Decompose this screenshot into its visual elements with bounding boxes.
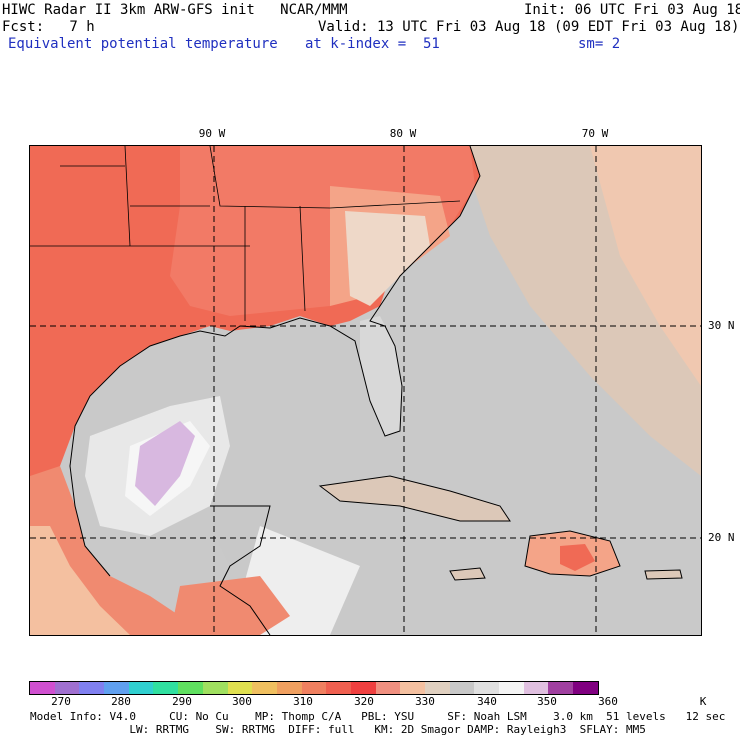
colorbar-swatch-20 <box>523 682 549 694</box>
colorbar-swatch-7 <box>202 682 228 694</box>
us-gulf-coastline <box>69 146 481 577</box>
colorbar-swatch-13 <box>350 682 376 694</box>
model-info-line1: Model Info: V4.0 CU: No Cu MP: Thomp C/A… <box>30 710 726 723</box>
cbar-tick-340: 340 <box>477 695 497 708</box>
colorbar-swatch-0 <box>30 682 55 694</box>
lat-label-20n: 20 N <box>708 531 735 544</box>
hispaniola-warm <box>560 544 595 571</box>
cbar-unit: K <box>699 695 707 708</box>
cbar-tick-280: 280 <box>111 695 131 708</box>
colorbar-swatch-1 <box>54 682 80 694</box>
colorbar-swatch-9 <box>252 682 277 694</box>
cbar-tick-320: 320 <box>354 695 374 708</box>
plot-title: HIWC Radar II 3km ARW-GFS init NCAR/MMM <box>2 2 348 18</box>
colorbar-swatch-14 <box>375 682 401 694</box>
cbar-tick-310: 310 <box>293 695 313 708</box>
colorbar-swatch-21 <box>548 682 574 694</box>
colorbar-swatch-12 <box>326 682 351 694</box>
yucatan-coastline <box>210 505 271 635</box>
colorbar-swatch-2 <box>79 682 105 694</box>
cbar-tick-290: 290 <box>172 695 192 708</box>
colorbar-swatch-8 <box>227 682 253 694</box>
forecast-hour: Fcst: 7 h <box>2 19 95 35</box>
puerto-rico <box>644 569 683 580</box>
model-info-line2: LW: RRTMG SW: RRTMG DIFF: full KM: 2D Sm… <box>30 723 646 736</box>
k-index-label: at k-index = 51 <box>305 36 440 52</box>
jamaica <box>449 567 486 581</box>
florida <box>360 316 402 436</box>
theta-e-map <box>29 145 702 636</box>
colorbar-tick-labels: 270 280 290 300 310 320 330 340 350 360 … <box>0 695 740 708</box>
colorbar-swatch-4 <box>128 682 154 694</box>
init-time: Init: 06 UTC Fri 03 Aug 18 <box>524 2 740 18</box>
smoothing-label: sm= 2 <box>578 36 621 52</box>
lat-label-30n: 30 N <box>708 319 735 332</box>
colorbar-swatch-11 <box>301 682 327 694</box>
state-borders <box>30 146 461 321</box>
colorbar-swatch-10 <box>276 682 302 694</box>
cbar-tick-360: 360 <box>598 695 618 708</box>
lon-label-80w: 80 W <box>389 127 417 140</box>
lon-label-90w: 90 W <box>198 127 226 140</box>
field-name: Equivalent potential temperature <box>8 36 278 52</box>
colorbar-swatch-3 <box>104 682 129 694</box>
cbar-tick-300: 300 <box>232 695 252 708</box>
colorbar-swatch-22 <box>573 682 598 694</box>
valid-time: Valid: 13 UTC Fri 03 Aug 18 (09 EDT Fri … <box>318 19 740 35</box>
colorbar <box>29 681 599 695</box>
colorbar-swatch-16 <box>425 682 450 694</box>
lon-label-70w: 70 W <box>581 127 609 140</box>
gulf-lavender <box>135 421 195 506</box>
mexico-cool <box>30 526 130 635</box>
cbar-tick-270: 270 <box>51 695 71 708</box>
colorbar-swatch-18 <box>474 682 500 694</box>
cbar-tick-350: 350 <box>537 695 557 708</box>
cuba <box>318 475 511 522</box>
colorbar-swatch-5 <box>153 682 179 694</box>
map-canvas <box>30 146 701 635</box>
colorbar-swatch-17 <box>449 682 475 694</box>
cbar-tick-330: 330 <box>415 695 435 708</box>
colorbar-swatch-15 <box>400 682 425 694</box>
yucatan <box>210 506 270 566</box>
colorbar-swatch-19 <box>499 682 524 694</box>
georgia-cool <box>345 211 430 306</box>
colorbar-swatch-6 <box>178 682 203 694</box>
